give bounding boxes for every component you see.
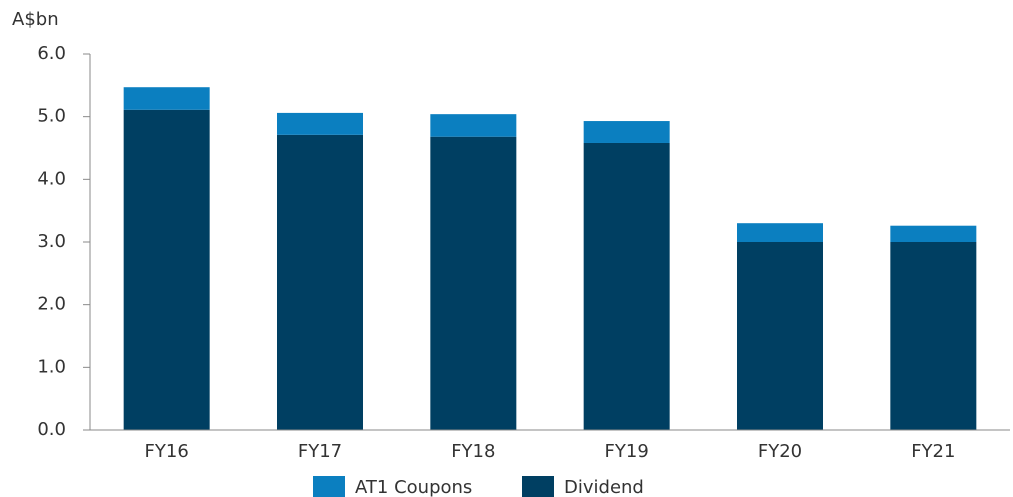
bar-segment [277, 112, 363, 135]
y-tick-label: 5.0 [37, 106, 66, 127]
y-tick-label: 4.0 [37, 168, 66, 189]
bar-segment [430, 136, 517, 430]
bar-segment [583, 142, 670, 430]
bar-segment [123, 87, 210, 110]
legend-swatch [522, 476, 554, 497]
y-tick-label: 2.0 [37, 294, 66, 315]
y-tick-label: 6.0 [37, 43, 66, 64]
bar-segment [737, 242, 823, 430]
y-tick-label: 3.0 [37, 231, 66, 252]
x-tick-label: FY17 [298, 441, 342, 462]
bar-segment [123, 109, 210, 431]
x-tick-label: FY18 [451, 441, 495, 462]
y-tick-label: 0.0 [37, 419, 66, 440]
legend-label: Dividend [564, 477, 644, 497]
bar-segment [277, 134, 363, 430]
x-tick-label: FY19 [605, 441, 649, 462]
bar-segment [583, 121, 670, 143]
legend-label: AT1 Coupons [355, 477, 472, 497]
legend-swatch [313, 476, 345, 497]
bar-segment [890, 242, 977, 430]
y-axis-label: A$bn [12, 9, 59, 30]
bar-segment [890, 225, 977, 242]
bar-segment [430, 114, 517, 137]
x-tick-label: FY16 [145, 441, 189, 462]
x-tick-label: FY21 [911, 441, 955, 462]
x-tick-label: FY20 [758, 441, 802, 462]
bar-segment [737, 223, 823, 242]
y-tick-label: 1.0 [37, 356, 66, 377]
